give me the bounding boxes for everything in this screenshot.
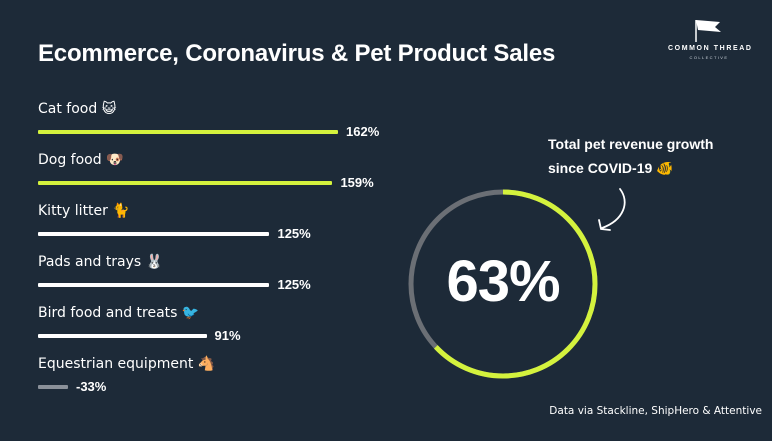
bar	[38, 385, 68, 389]
bar	[38, 283, 270, 287]
curved-arrow-icon	[598, 188, 626, 231]
bar	[38, 232, 270, 236]
bar-value-label: 125%	[277, 277, 311, 292]
bar-value-label: -33%	[76, 379, 107, 394]
flag-icon	[695, 20, 721, 42]
common-thread-logo: COMMON THREAD COLLECTIVE	[668, 18, 753, 64]
bar-category-label: Bird food and treats 🐦	[38, 305, 200, 321]
bar-value-label: 91%	[214, 328, 241, 343]
bar-category-label: Cat food 😺	[38, 101, 117, 117]
logo-sub-text: COLLECTIVE	[689, 55, 729, 60]
bar-value-label: 125%	[277, 226, 311, 241]
bar	[38, 181, 333, 185]
bar-category-label: Kitty litter 🐈	[38, 203, 130, 219]
source-note: Data via Stackline, ShipHero & Attentive	[549, 405, 762, 417]
bar-category-label: Dog food 🐶	[38, 152, 124, 168]
growth-annotation-line-1: Total pet revenue growth	[548, 136, 714, 152]
bar-category-label: Pads and trays 🐰	[38, 254, 164, 270]
bar-value-label: 159%	[340, 175, 374, 190]
bar	[38, 130, 338, 134]
chart-title: Ecommerce, Coronavirus & Pet Product Sal…	[38, 40, 556, 67]
bar-value-label: 162%	[346, 124, 380, 139]
ring-progress-arc	[408, 189, 598, 379]
logo-brand-text: COMMON THREAD	[668, 45, 753, 52]
bar-category-label: Equestrian equipment 🐴	[38, 356, 216, 372]
bar-chart: Cat food 😺 162% Dog food 🐶 159% Kitty litter…	[38, 101, 380, 394]
growth-value: 63%	[446, 249, 560, 314]
bar	[38, 334, 207, 338]
growth-annotation-line-2: since COVID-19 🐠	[548, 160, 674, 176]
growth-annotation: Total pet revenue growth since COVID-19 …	[548, 132, 758, 180]
